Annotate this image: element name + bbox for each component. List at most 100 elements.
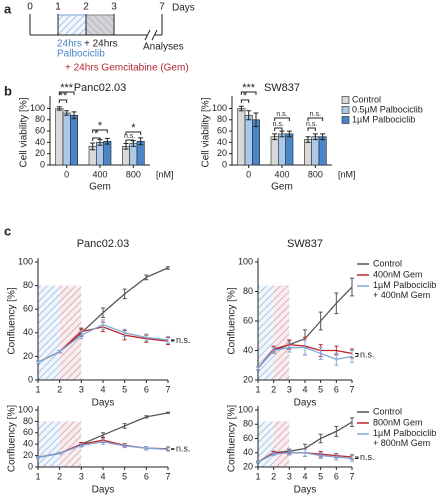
error-bar <box>246 110 252 121</box>
error-bar <box>312 133 318 141</box>
error-bar <box>318 311 323 331</box>
y-tick-label: 80 <box>243 419 253 429</box>
bar <box>55 108 64 166</box>
palbo-box <box>57 14 87 36</box>
x-tick-label: 2 <box>271 471 276 481</box>
x-tick-label: 7 <box>349 471 354 481</box>
error-bar <box>166 335 170 344</box>
error-bar <box>272 133 278 141</box>
x-tick-label: 6 <box>334 384 339 394</box>
bar <box>318 136 327 166</box>
y-tick-label: 0 <box>28 461 33 471</box>
chart-title: SW837 <box>287 238 323 250</box>
x-tick-label: 7 <box>165 384 170 394</box>
error-bar <box>318 347 323 360</box>
legend-label: Control <box>373 258 402 268</box>
y-tick-label: 40 <box>23 439 33 449</box>
sig-bracket <box>125 131 142 135</box>
sig-bracket <box>307 117 324 121</box>
palbo-shade <box>38 421 60 467</box>
x-tick-label: 6 <box>144 384 149 394</box>
palbo-shade <box>258 285 274 380</box>
sig-bracket <box>307 127 316 131</box>
error-bar <box>350 277 354 297</box>
error-bar <box>334 292 339 315</box>
error-bar <box>122 328 127 337</box>
sig-label: n.s. <box>360 349 375 359</box>
panel-label: b <box>4 83 12 98</box>
y-tick-label: 20 <box>23 351 33 361</box>
x-tick-label: 0 <box>64 169 69 179</box>
axis-break <box>144 29 151 41</box>
error-bar <box>279 130 285 138</box>
chart-title: Panc02.03 <box>77 238 130 250</box>
error-bar <box>334 352 339 366</box>
error-bar <box>271 452 276 457</box>
error-bar <box>144 333 149 342</box>
x-tick-label: 3 <box>287 471 292 481</box>
chart-title: Panc02.03 <box>74 82 127 94</box>
x-unit: [nM] <box>156 169 174 179</box>
error-bar <box>238 105 244 112</box>
sig-bracket <box>240 91 257 95</box>
sig-label: * <box>131 122 136 134</box>
x-tick-label: 7 <box>165 471 170 481</box>
error-bar <box>303 448 307 457</box>
sig-bracket <box>171 339 175 342</box>
error-bar <box>334 453 339 461</box>
chart-title: SW837 <box>264 82 300 94</box>
legend-label: 400nM Gem <box>373 269 423 279</box>
error-bar <box>101 439 105 445</box>
x-tick-label: 3 <box>79 471 84 481</box>
sig-bracket <box>125 139 134 143</box>
error-bar <box>36 456 40 459</box>
sig-label: n.s. <box>310 111 321 118</box>
gem-shade <box>273 285 290 380</box>
sig-bracket <box>92 129 108 133</box>
error-bar <box>101 307 105 318</box>
legend-swatch <box>341 96 350 104</box>
y-axis-label: Confluency [%] <box>7 287 18 354</box>
sig-label: n.s. <box>124 133 135 140</box>
error-bar <box>123 143 129 150</box>
y-tick-label: 80 <box>23 416 33 426</box>
error-bar <box>79 331 84 340</box>
panel-label: c <box>4 223 11 238</box>
y-tick-label: 100 <box>238 256 253 266</box>
y-tick-label: 100 <box>18 404 33 414</box>
sig-bracket <box>58 99 68 103</box>
x-axis-label: Days <box>294 485 317 496</box>
sig-label: * <box>98 120 103 132</box>
bar <box>62 112 71 166</box>
sig-bracket <box>240 99 250 103</box>
y-tick-label: 0 <box>28 374 33 384</box>
y-tick-label: 60 <box>23 427 33 437</box>
timeline-tick-label: 3 <box>111 2 117 13</box>
x-tick-label: 3 <box>287 384 292 394</box>
axis-break <box>151 29 158 41</box>
gem-shade <box>59 285 82 380</box>
y-tick-label: 20 <box>35 148 45 158</box>
y-tick-label: 20 <box>243 461 253 471</box>
bar <box>278 133 286 166</box>
x-tick-label: 5 <box>318 471 323 481</box>
x-unit: [nM] <box>338 169 356 179</box>
legend-label: Control <box>373 406 402 416</box>
sig-label: n.s. <box>176 335 191 345</box>
x-tick-label: 6 <box>144 471 149 481</box>
gem-label: + 24hrs Gemcitabine (Gem) <box>65 63 189 74</box>
error-bar <box>144 415 149 419</box>
timeline-tick-label: 0 <box>27 2 33 13</box>
x-tick-label: 4 <box>100 384 105 394</box>
x-axis-label: Gem <box>89 182 111 193</box>
palbo-label: Palbociclib <box>57 49 105 60</box>
timeline: Days 24hrs + 24hrs Palbociclib Analyses … <box>30 3 195 74</box>
y-tick-label: 60 <box>217 125 227 135</box>
error-bar <box>90 142 96 151</box>
error-bar <box>166 266 170 270</box>
x-tick-label: 1 <box>35 384 40 394</box>
x-tick-label: 4 <box>302 384 307 394</box>
error-bar <box>286 130 292 138</box>
y-tick-label: 80 <box>217 114 227 124</box>
x-tick-label: 6 <box>334 471 339 481</box>
